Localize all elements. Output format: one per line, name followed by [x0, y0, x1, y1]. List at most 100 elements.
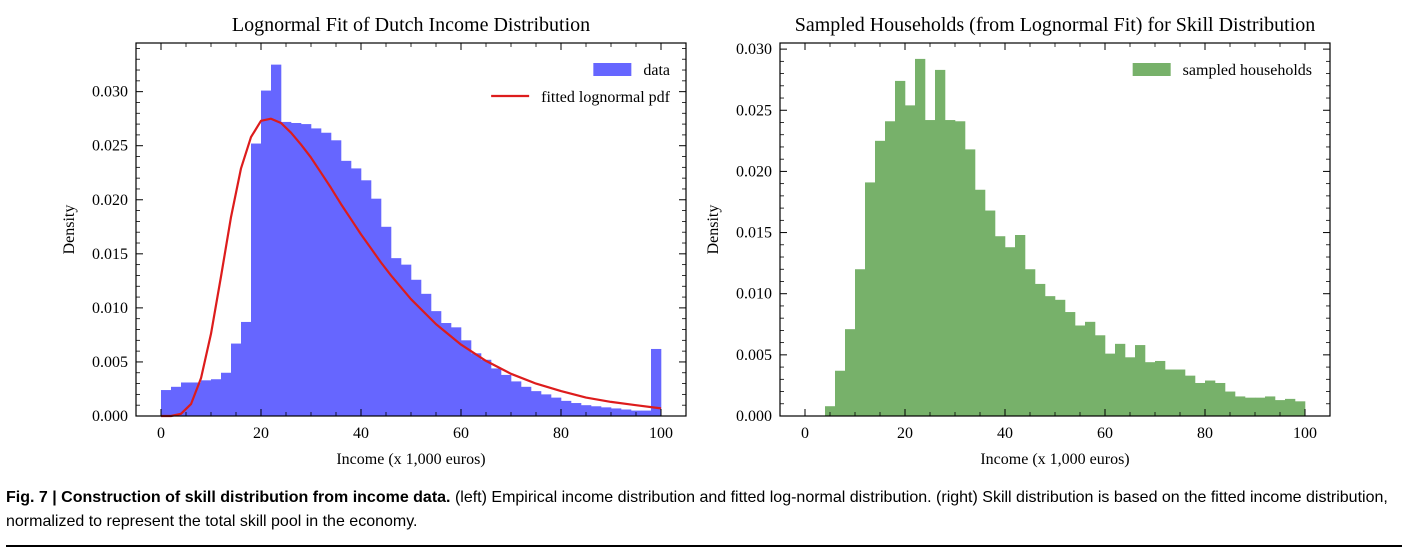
histogram-bar — [975, 189, 986, 416]
histogram-bar — [925, 120, 936, 416]
histogram-bar — [915, 58, 926, 416]
y-axis-label: Density — [705, 205, 722, 255]
histogram-bar — [551, 397, 562, 416]
histogram-bar — [471, 353, 482, 416]
histogram-bar — [835, 370, 846, 416]
y-tick-label: 0.020 — [92, 192, 128, 209]
x-tick-label: 100 — [649, 425, 673, 442]
fitted-lognormal-line — [161, 117, 662, 418]
histogram-bar — [1215, 382, 1226, 416]
histogram-bar — [1225, 391, 1236, 416]
histogram-bar — [965, 149, 976, 416]
x-axis-label: Income (x 1,000 euros) — [980, 451, 1129, 468]
histogram-bar — [351, 168, 362, 416]
histogram-bar — [181, 382, 192, 416]
legend: data fitted lognormal pdf — [491, 62, 671, 106]
histogram-bar — [161, 390, 172, 416]
histogram-bar — [1285, 398, 1296, 416]
caption-text: (left) Empirical income distribution and… — [6, 489, 1388, 530]
histogram-bar — [201, 380, 212, 416]
histogram-bar — [1035, 283, 1046, 416]
legend-label: fitted lognormal pdf — [541, 89, 671, 106]
y-tick-label: 0.015 — [736, 225, 772, 242]
y-tick-label: 0.025 — [92, 138, 128, 155]
y-tick-label: 0.030 — [92, 84, 128, 101]
histogram-bar — [905, 105, 916, 417]
histogram-bar — [521, 386, 532, 416]
histogram-bar — [1265, 396, 1276, 416]
histogram-bar — [845, 329, 856, 416]
histogram-bar — [331, 140, 342, 416]
x-tick-label: 100 — [1293, 425, 1317, 442]
histogram-bar — [421, 293, 432, 416]
histogram-bar — [1245, 397, 1256, 416]
caption-label: Fig. 7 | Construction of skill distribut… — [6, 489, 451, 506]
histogram-bar — [381, 226, 392, 416]
histogram-bar — [1235, 396, 1246, 416]
histogram-bar — [895, 80, 906, 417]
histogram-bar — [491, 368, 502, 416]
histogram-series — [161, 64, 662, 417]
figure-caption: Fig. 7 | Construction of skill distribut… — [6, 486, 1402, 534]
histogram-bar — [1145, 362, 1156, 416]
histogram-bar — [621, 409, 632, 416]
histogram-bar — [221, 372, 232, 416]
histogram-bar — [431, 311, 442, 416]
x-tick-label: 0 — [157, 425, 165, 442]
histogram-bar — [511, 381, 522, 416]
histogram-bar — [1015, 235, 1026, 416]
histogram-bar — [281, 121, 292, 417]
y-tick-label: 0.025 — [736, 102, 772, 119]
histogram-bar — [401, 264, 412, 416]
histogram-bar — [651, 348, 662, 416]
histogram-bar — [1095, 335, 1106, 416]
histogram-bar — [1085, 321, 1096, 416]
histogram-bar — [581, 405, 592, 416]
histogram-bar — [995, 236, 1006, 416]
histogram-bar — [501, 374, 512, 416]
histogram-bar — [1295, 401, 1306, 416]
y-tick-label: 0.005 — [736, 347, 772, 364]
histogram-bar — [1055, 299, 1066, 416]
histogram-bar — [985, 210, 996, 416]
histogram-bar — [1105, 353, 1116, 416]
histogram-bar — [231, 343, 242, 416]
histogram-bar — [945, 120, 956, 416]
histogram-bar — [1025, 269, 1036, 416]
x-tick-label: 0 — [801, 425, 809, 442]
histogram-bar — [411, 279, 422, 416]
histogram-bar — [825, 406, 836, 416]
histogram-bar — [461, 340, 472, 416]
legend-label: sampled households — [1183, 62, 1312, 79]
histogram-bar — [1155, 360, 1166, 416]
caption-rule — [6, 545, 1402, 547]
histogram-bar — [291, 123, 302, 416]
histogram-series — [825, 58, 1306, 417]
histogram-bar — [1005, 247, 1016, 416]
histogram-bar — [1125, 357, 1136, 416]
histogram-bar — [1175, 369, 1186, 416]
x-tick-label: 60 — [453, 425, 469, 442]
histogram-bar — [1115, 343, 1126, 416]
histogram-bar — [1065, 312, 1076, 416]
legend-swatch — [1132, 63, 1171, 76]
y-axis-label: Density — [61, 205, 78, 255]
histogram-bar — [935, 69, 946, 417]
y-tick-label: 0.010 — [736, 286, 772, 303]
histogram-bar — [561, 400, 572, 416]
histogram-bar — [321, 132, 332, 416]
histogram-bar — [451, 327, 462, 416]
histogram-bar — [1045, 296, 1056, 416]
chart-title: Sampled Households (from Lognormal Fit) … — [795, 14, 1316, 36]
y-tick-label: 0.030 — [736, 41, 772, 58]
histogram-bar — [241, 321, 252, 416]
histogram-bar — [481, 359, 492, 416]
x-tick-label: 20 — [253, 425, 269, 442]
histogram-bar — [301, 124, 312, 416]
histogram-bar — [1165, 369, 1176, 416]
legend-swatch — [593, 63, 632, 76]
left-chart-income-lognormal-fit: Lognormal Fit of Dutch Income Distributi… — [61, 14, 687, 468]
histogram-bar — [1255, 397, 1266, 416]
y-tick-label: 0.005 — [92, 354, 128, 371]
x-tick-label: 40 — [997, 425, 1013, 442]
